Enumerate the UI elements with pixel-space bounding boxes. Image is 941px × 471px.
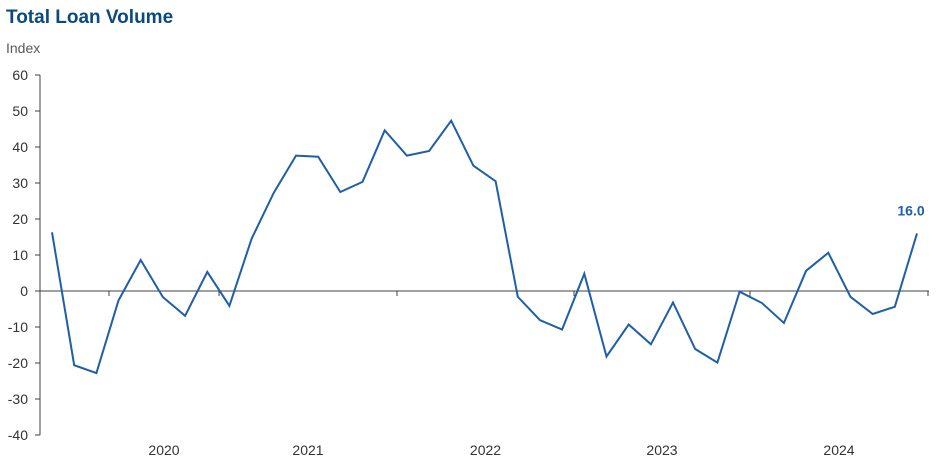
end-value-label: 16.0 bbox=[897, 202, 924, 218]
y-axis: 60 50 40 30 20 10 0 -10 -20 -30 -40 bbox=[8, 67, 41, 443]
data-labels: 16.0 bbox=[897, 202, 924, 218]
y-tick-label: -40 bbox=[8, 427, 28, 443]
x-tick-label: 2021 bbox=[292, 442, 323, 458]
y-tick-label: 20 bbox=[12, 211, 28, 227]
y-axis-unit-label: Index bbox=[6, 40, 41, 56]
y-tick-label: 50 bbox=[12, 103, 28, 119]
x-tick-label: 2023 bbox=[646, 442, 677, 458]
x-tick-label: 2020 bbox=[148, 442, 179, 458]
series-line bbox=[51, 118, 918, 375]
y-tick-label: 10 bbox=[12, 247, 28, 263]
y-tick-label: -20 bbox=[8, 355, 28, 371]
series bbox=[51, 118, 918, 375]
x-tick-label: 2022 bbox=[470, 442, 501, 458]
chart-title: Total Loan Volume bbox=[6, 7, 174, 28]
y-tick-label: 40 bbox=[12, 139, 28, 155]
x-tick-label: 2024 bbox=[823, 442, 854, 458]
y-tick-label: 60 bbox=[12, 67, 28, 83]
x-axis: 2020 2021 2022 2023 2024 bbox=[40, 290, 929, 458]
y-tick-label: 0 bbox=[20, 283, 28, 299]
y-tick-label: -30 bbox=[8, 391, 28, 407]
y-tick-label: 30 bbox=[12, 175, 28, 191]
y-tick-label: -10 bbox=[8, 319, 28, 335]
